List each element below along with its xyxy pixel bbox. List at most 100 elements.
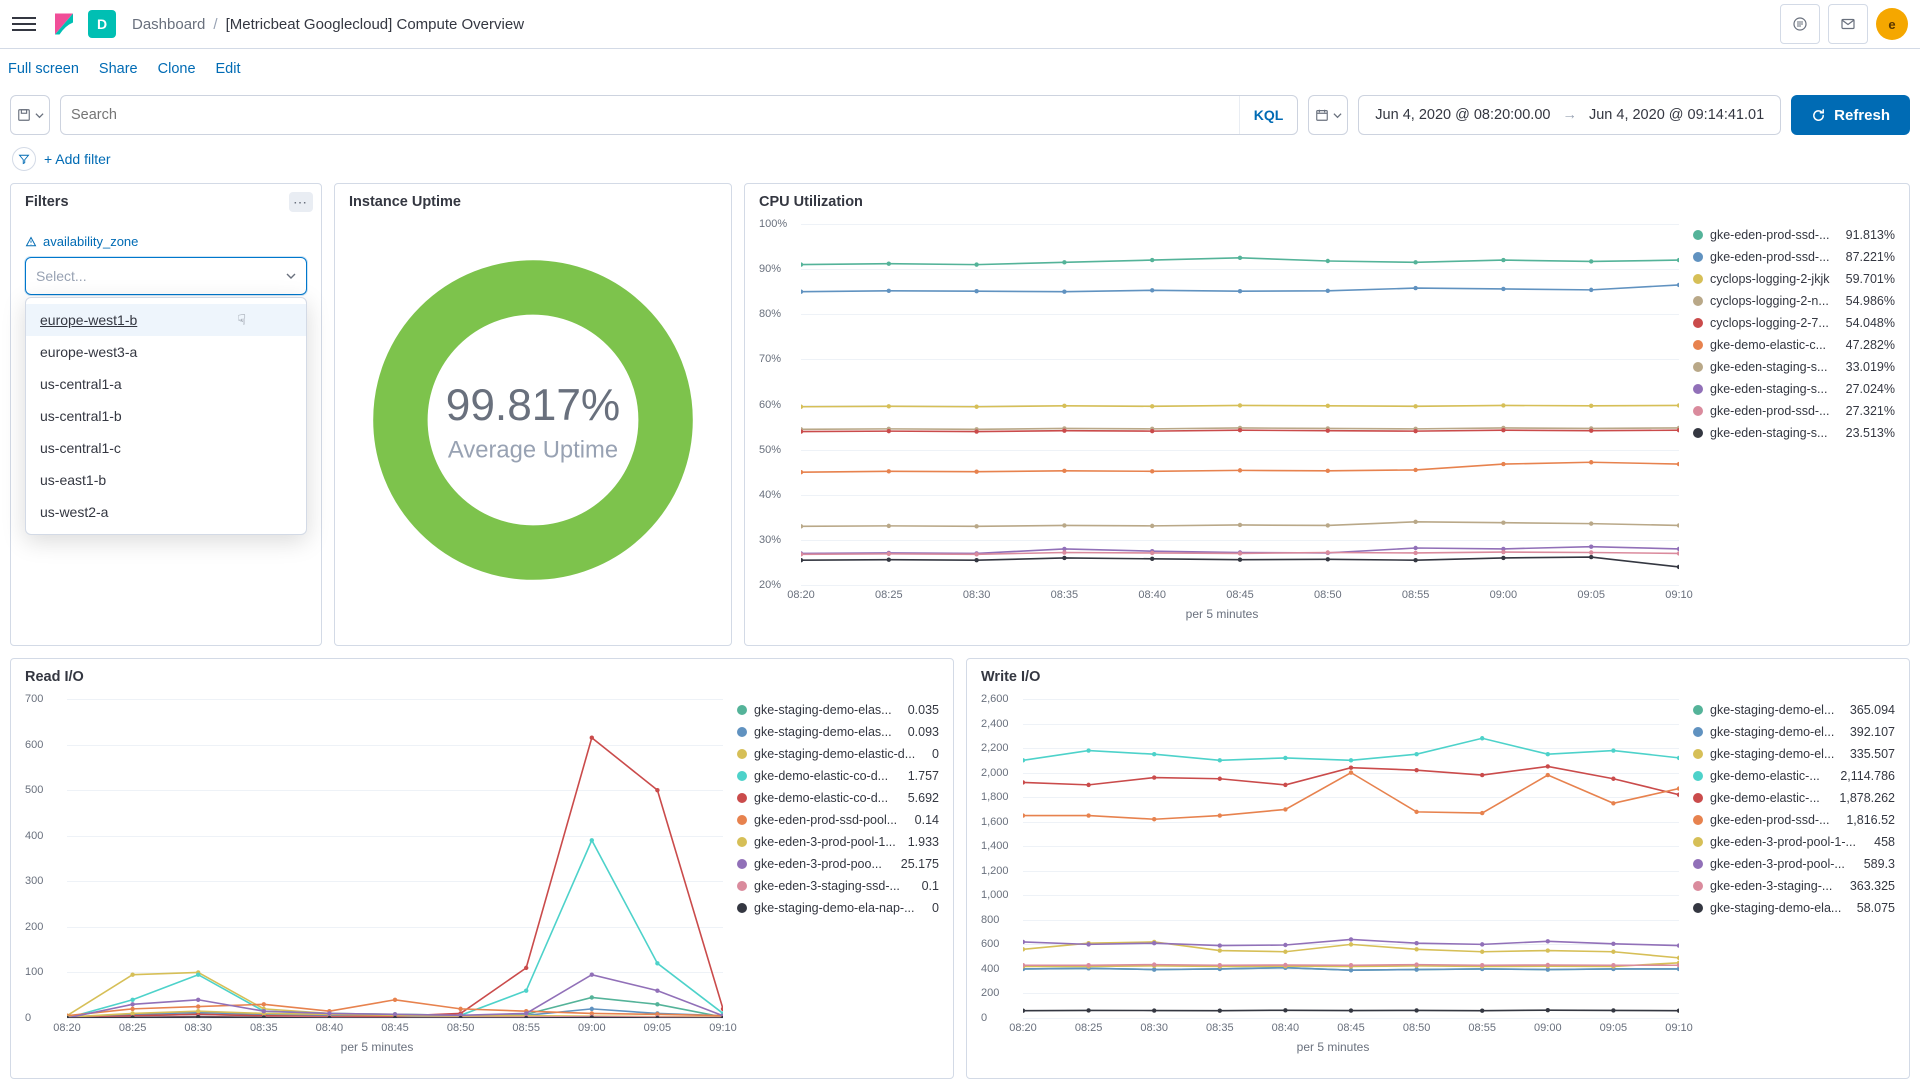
kql-toggle[interactable]: KQL <box>1239 96 1298 134</box>
y-tick: 0 <box>981 1012 987 1024</box>
write-legend: gke-staging-demo-el...365.094 gke-staging… <box>1685 685 1895 1062</box>
legend-item[interactable]: gke-eden-staging-s...27.024% <box>1693 382 1895 396</box>
zone-option[interactable]: us-central1-b <box>26 400 306 432</box>
zone-option[interactable]: us-east1-b <box>26 464 306 496</box>
y-tick: 20% <box>759 579 781 591</box>
refresh-button[interactable]: Refresh <box>1791 95 1910 135</box>
filter-toggle-icon[interactable] <box>12 147 36 171</box>
cpu-plot-area: 20%30%40%50%60%70%80%90%100%08:2008:2508… <box>759 210 1685 629</box>
panel-title: Write I/O <box>981 669 1895 685</box>
zone-select-input[interactable]: Select... <box>25 257 307 295</box>
legend-item[interactable]: cyclops-logging-2-jkjk59.701% <box>1693 272 1895 286</box>
legend-item[interactable]: gke-eden-prod-ssd-...27.321% <box>1693 404 1895 418</box>
legend-item[interactable]: gke-staging-demo-ela...58.075 <box>1693 901 1895 915</box>
legend-item[interactable]: gke-staging-demo-elas...0.035 <box>737 703 939 717</box>
legend-label: gke-staging-demo-el... <box>1710 747 1843 761</box>
panel-write-io: Write I/O 02004006008001,0001,2001,4001,… <box>966 658 1910 1079</box>
legend-dot <box>1693 705 1703 715</box>
zone-option[interactable]: us-central1-a <box>26 368 306 400</box>
zone-option[interactable]: europe-west3-a <box>26 336 306 368</box>
newsfeed-icon[interactable] <box>1780 4 1820 44</box>
saved-queries-button[interactable] <box>10 95 50 135</box>
legend-item[interactable]: gke-eden-prod-ssd-...91.813% <box>1693 228 1895 242</box>
breadcrumb: Dashboard/[Metricbeat Googlecloud] Compu… <box>132 16 524 33</box>
legend-item[interactable]: gke-eden-3-prod-pool-1...1.933 <box>737 835 939 849</box>
legend-value: 47.282% <box>1846 338 1895 352</box>
legend-item[interactable]: gke-staging-demo-el...392.107 <box>1693 725 1895 739</box>
legend-item[interactable]: gke-eden-3-prod-pool-...589.3 <box>1693 857 1895 871</box>
legend-value: 33.019% <box>1846 360 1895 374</box>
user-avatar[interactable]: e <box>1876 8 1908 40</box>
legend-label: gke-eden-prod-ssd-... <box>1710 813 1839 827</box>
x-tick: 08:20 <box>787 589 815 601</box>
y-tick: 1,000 <box>981 889 1009 901</box>
legend-dot <box>737 881 747 891</box>
zone-option[interactable]: europe-west1-b☟ <box>26 304 306 336</box>
legend-value: 58.075 <box>1857 901 1895 915</box>
legend-value: 27.321% <box>1846 404 1895 418</box>
legend-item[interactable]: gke-eden-3-prod-poo...25.175 <box>737 857 939 871</box>
legend-item[interactable]: gke-demo-elastic-co-d...5.692 <box>737 791 939 805</box>
panel-options-icon[interactable]: ⋯ <box>289 192 313 212</box>
legend-value: 0 <box>932 901 939 915</box>
legend-item[interactable]: gke-staging-demo-elas...0.093 <box>737 725 939 739</box>
legend-item[interactable]: gke-staging-demo-elastic-d...0 <box>737 747 939 761</box>
legend-item[interactable]: gke-eden-prod-ssd-pool...0.14 <box>737 813 939 827</box>
x-tick: 09:10 <box>1665 589 1693 601</box>
y-tick: 2,000 <box>981 767 1009 779</box>
y-tick: 400 <box>981 963 999 975</box>
legend-value: 1,816.52 <box>1846 813 1895 827</box>
legend-item[interactable]: gke-demo-elastic-c...47.282% <box>1693 338 1895 352</box>
panel-title: CPU Utilization <box>759 194 1895 210</box>
y-tick: 80% <box>759 308 781 320</box>
disk-icon <box>17 108 31 122</box>
legend-label: gke-eden-3-staging-ssd-... <box>754 879 915 893</box>
clone-link[interactable]: Clone <box>158 61 196 77</box>
date-quick-select[interactable] <box>1308 95 1348 135</box>
legend-item[interactable]: gke-staging-demo-el...365.094 <box>1693 703 1895 717</box>
cpu-chart: 20%30%40%50%60%70%80%90%100%08:2008:2508… <box>759 210 1895 629</box>
legend-item[interactable]: gke-eden-prod-ssd-... 1,816.52 <box>1693 813 1895 827</box>
x-tick: 08:25 <box>875 589 903 601</box>
legend-item[interactable]: gke-eden-3-staging-...363.325 <box>1693 879 1895 893</box>
legend-value: 589.3 <box>1864 857 1895 871</box>
legend-item[interactable]: gke-demo-elastic-co-d...1.757 <box>737 769 939 783</box>
date-range[interactable]: Jun 4, 2020 @ 08:20:00.00 → Jun 4, 2020 … <box>1358 95 1781 135</box>
legend-item[interactable]: cyclops-logging-2-7...54.048% <box>1693 316 1895 330</box>
legend-item[interactable]: gke-demo-elastic-...2,114.786 <box>1693 769 1895 783</box>
read-legend: gke-staging-demo-elas...0.035 gke-staging… <box>729 685 939 1062</box>
x-tick: 09:10 <box>709 1022 737 1034</box>
x-tick: 08:30 <box>184 1022 212 1034</box>
legend-item[interactable]: gke-eden-prod-ssd-...87.221% <box>1693 250 1895 264</box>
legend-label: gke-eden-3-prod-pool-1... <box>754 835 901 849</box>
x-tick: 08:30 <box>963 589 991 601</box>
mail-icon[interactable] <box>1828 4 1868 44</box>
search-input[interactable] <box>61 107 1239 123</box>
field-label[interactable]: availability_zone <box>25 234 307 249</box>
legend-label: cyclops-logging-2-7... <box>1710 316 1839 330</box>
legend-item[interactable]: gke-demo-elastic-...1,878.262 <box>1693 791 1895 805</box>
nav-toggle[interactable] <box>12 12 36 36</box>
legend-item[interactable]: gke-eden-3-staging-ssd-...0.1 <box>737 879 939 893</box>
y-tick: 1,600 <box>981 816 1009 828</box>
legend-item[interactable]: cyclops-logging-2-n...54.986% <box>1693 294 1895 308</box>
legend-label: gke-eden-staging-s... <box>1710 426 1839 440</box>
legend-item[interactable]: gke-eden-staging-s...33.019% <box>1693 360 1895 374</box>
legend-item[interactable]: gke-eden-staging-s...23.513% <box>1693 426 1895 440</box>
legend-value: 1.757 <box>908 769 939 783</box>
legend-value: 0 <box>932 747 939 761</box>
fullscreen-link[interactable]: Full screen <box>8 61 79 77</box>
y-tick: 1,200 <box>981 865 1009 877</box>
zone-option[interactable]: us-west2-a <box>26 496 306 528</box>
edit-link[interactable]: Edit <box>216 61 241 77</box>
legend-item[interactable]: gke-staging-demo-el...335.507 <box>1693 747 1895 761</box>
date-to: Jun 4, 2020 @ 09:14:41.01 <box>1589 107 1764 123</box>
legend-item[interactable]: gke-staging-demo-ela-nap-...0 <box>737 901 939 915</box>
legend-item[interactable]: gke-eden-3-prod-pool-1-...458 <box>1693 835 1895 849</box>
zone-option[interactable]: us-central1-c <box>26 432 306 464</box>
breadcrumb-root[interactable]: Dashboard <box>132 16 205 33</box>
share-link[interactable]: Share <box>99 61 138 77</box>
add-filter-button[interactable]: + Add filter <box>44 151 111 167</box>
x-tick: 08:45 <box>1226 589 1254 601</box>
x-tick: 08:45 <box>1337 1022 1365 1034</box>
